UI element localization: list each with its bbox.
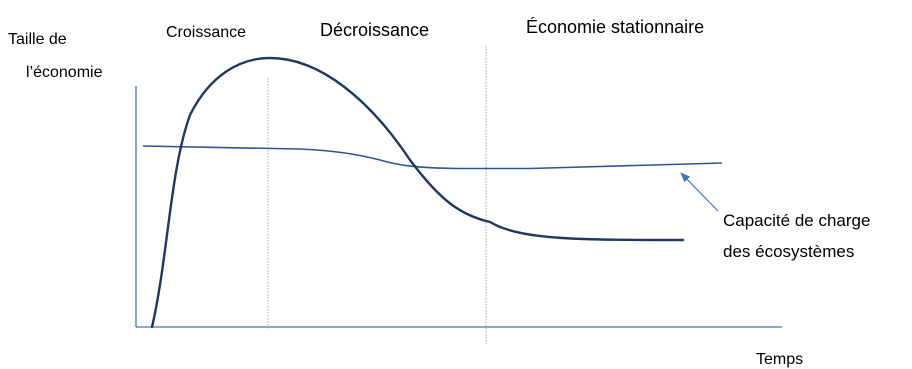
phase-label-growth: Croissance — [166, 24, 246, 41]
phase-label-degrowth: Décroissance — [320, 20, 429, 40]
y-axis-label-line-1: Taille de — [8, 31, 67, 48]
annotation-label-line-2: des écosystèmes — [723, 242, 854, 261]
carrying-capacity-line — [142, 145, 723, 170]
phase-label-steady-state: Économie stationnaire — [526, 17, 704, 37]
x-axis-label: Temps — [756, 351, 803, 368]
economy-size-curve — [150, 56, 685, 329]
y-axis-label-line-2: l’économie — [26, 64, 103, 81]
annotation-arrow — [680, 172, 719, 212]
annotation-label-line-1: Capacité de charge — [723, 211, 870, 230]
